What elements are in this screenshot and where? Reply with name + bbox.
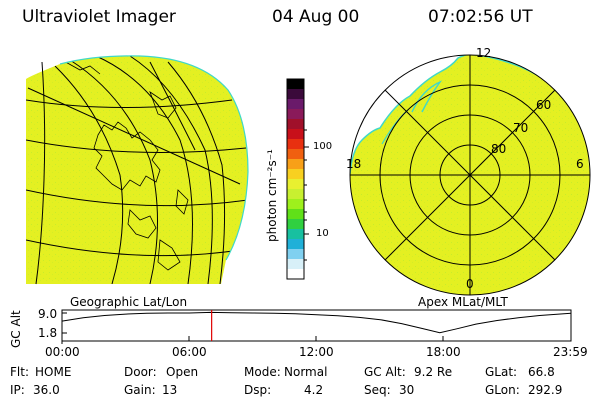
mlt-label-18: 18 (346, 157, 362, 171)
time-tick-2359: 23:59 (553, 345, 588, 359)
geographic-image (26, 55, 248, 285)
time-tick-0600: 06:00 (172, 345, 207, 359)
door-value: Open (166, 365, 199, 379)
polar-image (349, 54, 591, 296)
left-panel-caption: Geographic Lat/Lon (70, 295, 188, 309)
colorbar-segment (287, 129, 304, 140)
glat-value: 66.8 (528, 365, 555, 379)
colorbar-unit-label: photon cm⁻²s⁻¹ (265, 149, 279, 242)
colorbar-segment (287, 119, 304, 130)
flt-label: Flt: (10, 365, 29, 379)
mlat-label-80: 80 (491, 142, 507, 156)
gain-label: Gain: (124, 383, 156, 397)
ip-label: IP: (10, 383, 25, 397)
ip-value: 36.0 (33, 383, 60, 397)
glon-label: GLon: (485, 383, 520, 397)
time-tick-1200: 12:00 (299, 345, 334, 359)
altitude-tick-max: 9.0 (38, 307, 58, 321)
colorbar-frame (286, 78, 305, 280)
date-label: 04 Aug 00 (272, 7, 360, 27)
mlt-label-0: 0 (466, 277, 474, 291)
right-panel-caption: Apex MLat/MLT (418, 295, 508, 309)
seq-value: 30 (399, 383, 415, 397)
dsp-label: Dsp: (244, 383, 272, 397)
colorbar-segment (287, 239, 304, 250)
colorbar-segment (287, 79, 304, 90)
colorbar-segment (287, 169, 304, 180)
glon-value: 292.9 (528, 383, 563, 397)
altitude-tick-min: 1.8 (38, 326, 58, 340)
colorbar-segment (287, 139, 304, 150)
colorbar-tick-10: 10 (316, 228, 329, 239)
dsp-value: 4.2 (304, 383, 324, 397)
colorbar-segment (287, 179, 304, 190)
mlt-label-12: 12 (476, 46, 492, 60)
gcalt-value: 9.2 Re (414, 365, 453, 379)
colorbar-segment (287, 99, 304, 110)
colorbar-segment (287, 259, 304, 270)
time-tick-0000: 00:00 (45, 345, 80, 359)
colorbar-segment (287, 149, 304, 160)
colorbar-segment (287, 109, 304, 120)
mode-value: Normal (284, 365, 328, 379)
time-label: 07:02:56 UT (428, 7, 533, 27)
instrument-title: Ultraviolet Imager (22, 7, 176, 27)
flt-value: HOME (35, 365, 72, 379)
mlat-label-60: 60 (536, 98, 552, 112)
colorbar-segment (287, 189, 304, 200)
seq-label: Seq: (364, 383, 391, 397)
colorbar-segment (287, 269, 304, 280)
colorbar-tick-100: 100 (313, 141, 333, 152)
mlat-label-70: 70 (513, 121, 529, 135)
colorbar-segment (287, 219, 304, 230)
colorbar-segment (287, 159, 304, 170)
time-tick-1800: 18:00 (426, 345, 461, 359)
gcalt-label: GC Alt: (364, 365, 406, 379)
mlt-label-6: 6 (576, 157, 584, 171)
colorbar-segment (287, 249, 304, 260)
colorbar-segment (287, 89, 304, 100)
glat-label: GLat: (485, 365, 518, 379)
colorbar (287, 79, 304, 280)
door-label: Door: (124, 365, 157, 379)
colorbar-segment (287, 199, 304, 210)
gain-value: 13 (162, 383, 178, 397)
colorbar-segment (287, 209, 304, 220)
colorbar-segment (287, 229, 304, 240)
altitude-curve (61, 311, 572, 334)
altitude-axis-label: GC Alt (9, 310, 23, 348)
mode-label: Mode: (244, 365, 281, 379)
